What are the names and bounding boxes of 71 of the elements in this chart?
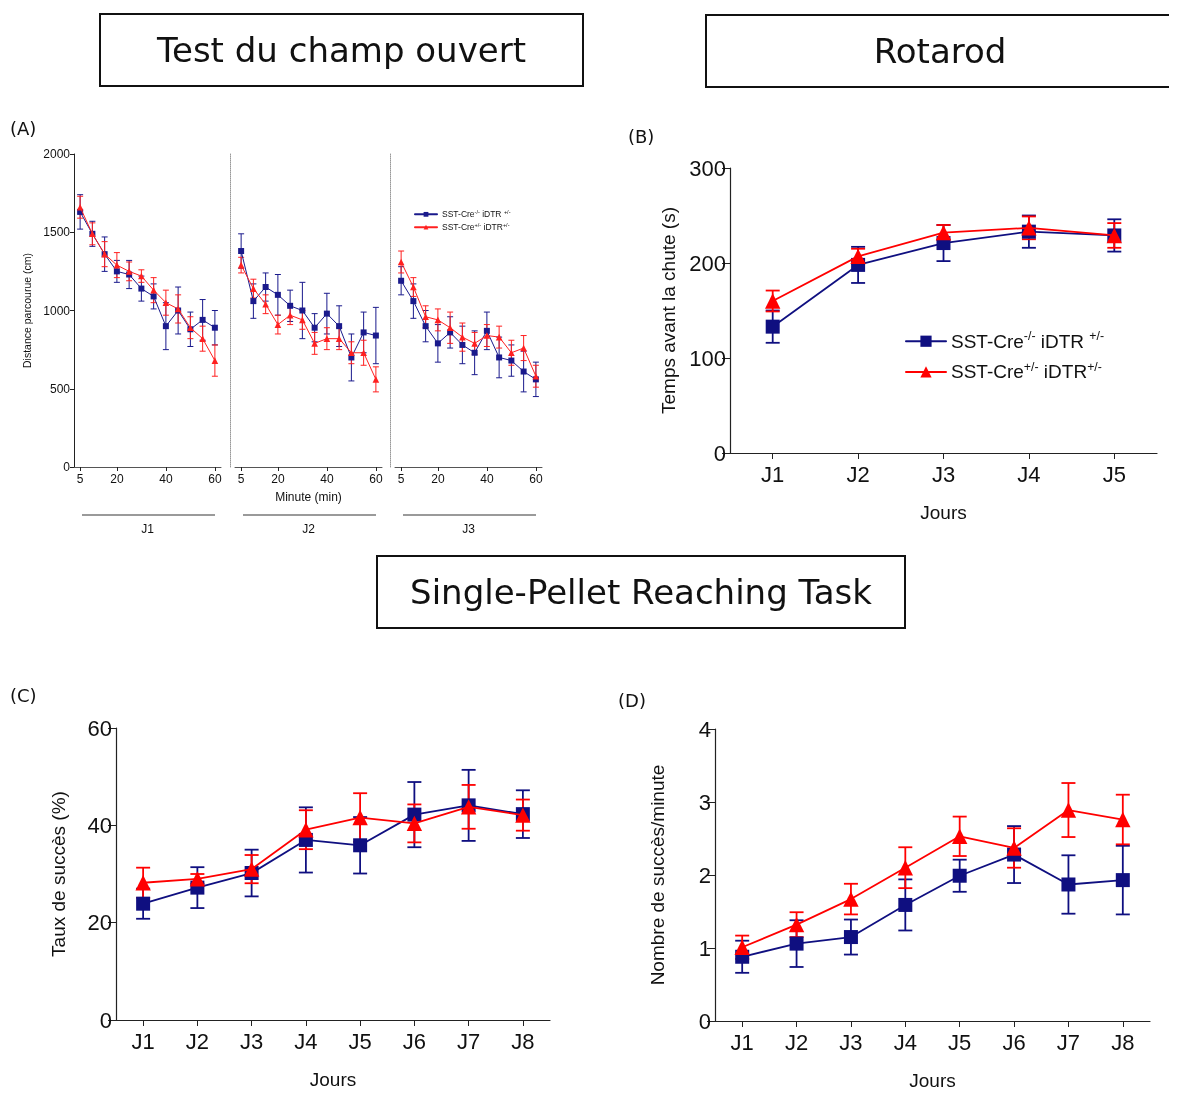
y-tick-label: 40 (87, 812, 112, 838)
y-tick-label: 2 (698, 862, 711, 888)
x-tick-label: 40 (159, 472, 173, 486)
x-tick-label: J5 (1102, 461, 1126, 487)
text: Single-Pellet Reaching Task (376, 555, 906, 629)
x-tick-label: 60 (529, 472, 543, 486)
x-tick-label: 40 (480, 472, 494, 486)
x-tick-label: J5 (348, 1028, 372, 1054)
y-axis-title: Distance parcourue (cm) (20, 253, 33, 368)
y-tick-label: 0 (698, 1008, 711, 1034)
x-tick-label: J5 (948, 1029, 972, 1055)
y-tick-label: 1 (698, 935, 711, 961)
y-tick-label: 60 (87, 715, 112, 741)
chart-subtitle: (B) (628, 126, 655, 147)
x-tick-label: J3 (839, 1029, 863, 1055)
x-tick-label: 20 (431, 472, 445, 486)
x-tick-label: J7 (457, 1028, 481, 1054)
y-tick-label: 500 (49, 381, 71, 396)
y-tick-label: 0 (99, 1007, 112, 1033)
legend-label: SST-Cre+/- iDTR+/- (951, 359, 1102, 383)
x-tick-label: J1 (131, 1028, 155, 1054)
x-axis-title: Jours (309, 1069, 357, 1090)
x-tick-label: J2 (185, 1028, 209, 1054)
x-tick-label: 60 (369, 472, 383, 486)
y-tick-label: 1500 (43, 225, 71, 240)
x-tick-label: J7 (1056, 1029, 1081, 1055)
x-tick-label: J6 (1002, 1029, 1026, 1055)
x-tick-label: 20 (110, 472, 124, 486)
x-tick-label: J4 (893, 1029, 917, 1055)
y-tick-label: 20 (87, 910, 112, 936)
y-tick-label: 200 (689, 250, 726, 276)
x-tick-label: J4 (294, 1028, 318, 1054)
y-tick-label: 0 (63, 460, 71, 474)
x-tick-label: J2 (846, 461, 870, 487)
x-tick-label: J8 (511, 1028, 535, 1054)
legend-label: SST-Cre-/- iDTR +/- (951, 329, 1105, 352)
y-axis-title: Temps avant la chute (s) (658, 207, 680, 414)
y-tick-label: 0 (713, 440, 726, 466)
chart-subtitle: (A) (10, 118, 37, 139)
y-tick-label: 1000 (43, 303, 71, 318)
x-tick-label: J1 (761, 461, 785, 487)
x-tick-label: 5 (237, 472, 245, 486)
x-tick-label: 5 (76, 472, 84, 486)
x-tick-label: 40 (320, 472, 334, 486)
y-axis-title: Taux de succès (%) (48, 791, 69, 957)
chart-subtitle: (D) (618, 690, 646, 711)
x-tick-label: J1 (730, 1029, 754, 1055)
text: J1 (141, 522, 155, 536)
text: Test du champ ouvert (99, 13, 584, 87)
y-tick-label: 2000 (43, 147, 71, 161)
x-tick-label: J8 (1111, 1029, 1135, 1055)
x-tick-label: 60 (208, 472, 222, 486)
y-tick-label: 100 (689, 345, 726, 371)
chart-title: Rotarod (872, 30, 1008, 73)
y-tick-label: 300 (689, 155, 726, 181)
x-tick-label: 5 (397, 472, 405, 486)
x-axis-title: Jours (909, 1070, 956, 1091)
y-axis-title: Nombre de succès/minute (647, 764, 668, 986)
y-tick-label: 4 (698, 716, 711, 742)
text: J2 (302, 522, 316, 536)
x-tick-label: J3 (931, 461, 956, 487)
chart-subtitle: (C) (10, 685, 37, 706)
x-axis-title: Jours (920, 502, 967, 523)
text: J3 (462, 522, 476, 536)
y-tick-label: 3 (698, 789, 711, 815)
x-tick-label: J3 (240, 1028, 264, 1054)
x-tick-label: 20 (271, 472, 285, 486)
x-tick-label: J4 (1017, 461, 1041, 487)
x-axis-title: Minute (min) (275, 490, 342, 504)
x-tick-label: J6 (402, 1028, 426, 1054)
x-tick-label: J2 (784, 1029, 809, 1055)
